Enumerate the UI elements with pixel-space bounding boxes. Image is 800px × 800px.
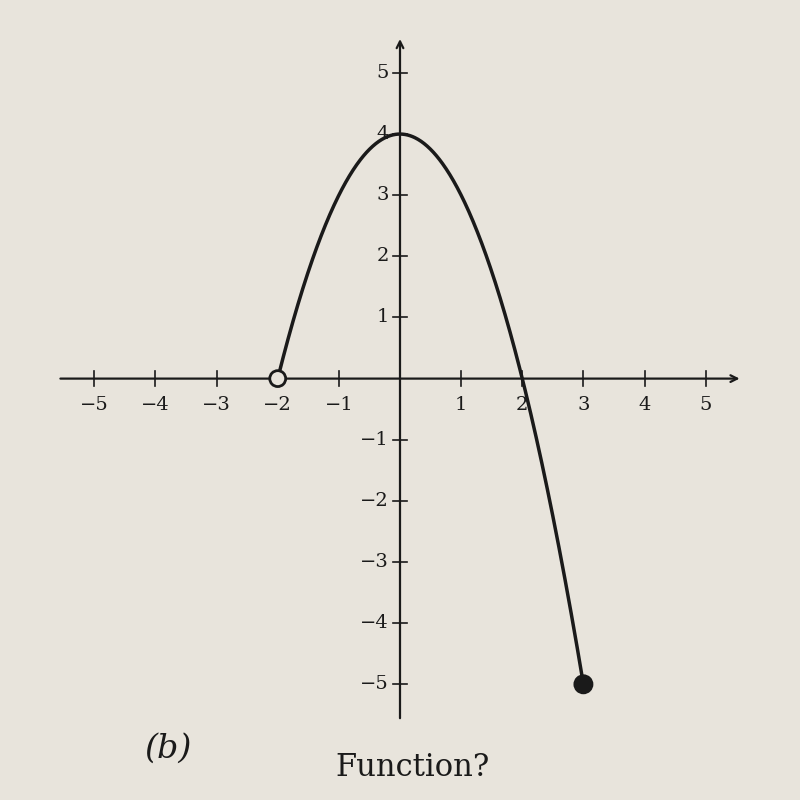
- Text: (b): (b): [144, 734, 191, 766]
- Circle shape: [575, 676, 592, 693]
- Text: −3: −3: [360, 553, 389, 571]
- Text: 2: 2: [377, 247, 389, 266]
- Text: 3: 3: [377, 186, 389, 204]
- Text: −4: −4: [360, 614, 389, 632]
- Text: −3: −3: [202, 396, 231, 414]
- Text: 2: 2: [516, 396, 529, 414]
- Text: 1: 1: [377, 309, 389, 326]
- Text: 1: 1: [455, 396, 467, 414]
- Text: 4: 4: [638, 396, 650, 414]
- Text: −2: −2: [360, 492, 389, 510]
- Text: −2: −2: [263, 396, 292, 414]
- Text: Function?: Function?: [335, 751, 490, 782]
- Text: −1: −1: [360, 430, 389, 449]
- Text: −5: −5: [360, 675, 389, 694]
- Text: 5: 5: [377, 64, 389, 82]
- Text: −5: −5: [80, 396, 109, 414]
- Text: 4: 4: [377, 125, 389, 143]
- Text: −1: −1: [325, 396, 354, 414]
- Circle shape: [270, 370, 286, 386]
- Text: 3: 3: [577, 396, 590, 414]
- Text: 5: 5: [699, 396, 712, 414]
- Text: −4: −4: [141, 396, 170, 414]
